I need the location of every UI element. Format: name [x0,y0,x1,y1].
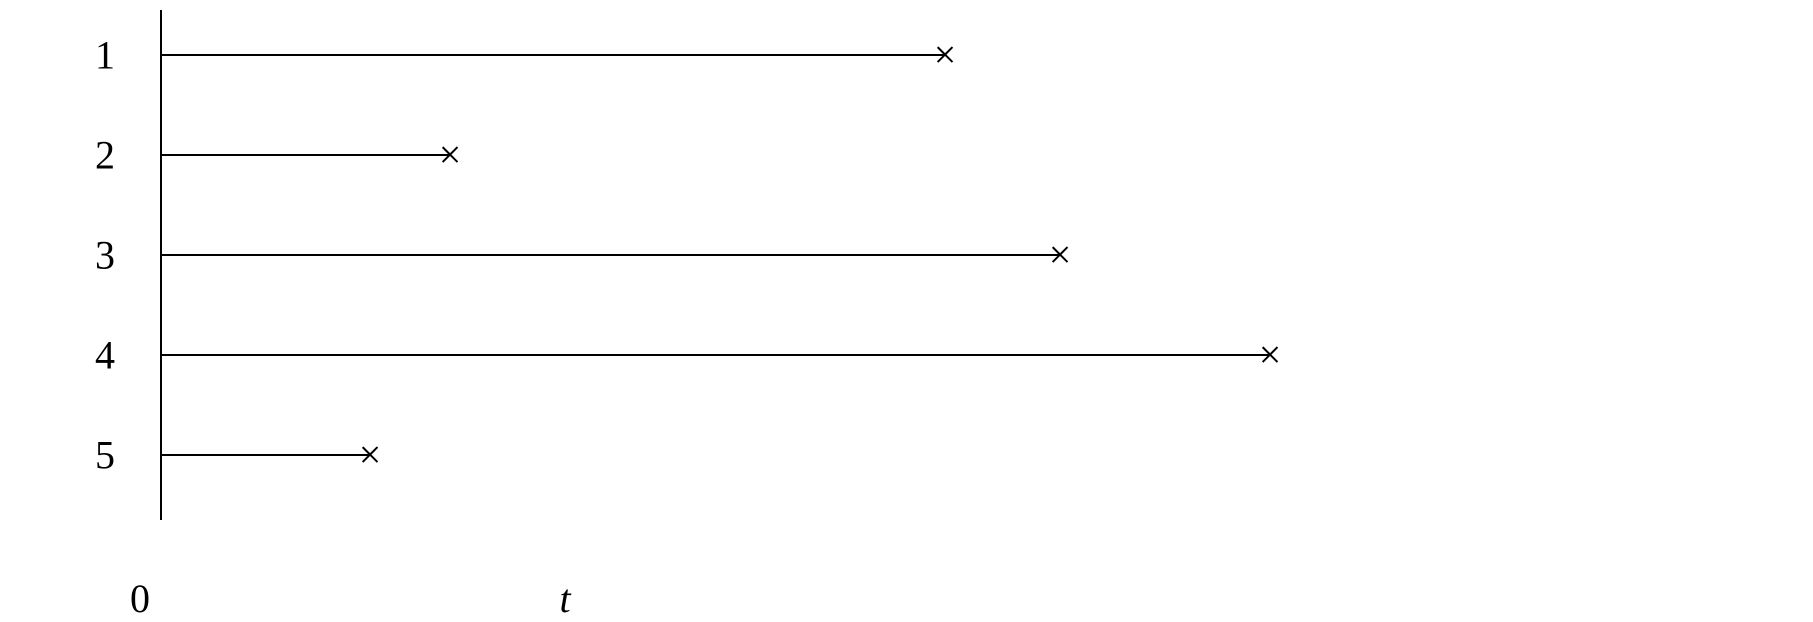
row-label-2: 2 [95,132,115,179]
row-marker-3: × [1049,235,1072,275]
row-label-1: 1 [95,32,115,79]
row-line-1 [160,54,945,56]
row-marker-5: × [359,435,382,475]
row-line-4 [160,354,1270,356]
row-line-2 [160,154,450,156]
x-axis-label: t [559,575,570,622]
row-label-3: 3 [95,232,115,279]
x-origin-label: 0 [130,575,150,622]
row-label-5: 5 [95,432,115,479]
row-marker-2: × [439,135,462,175]
timeline-chart: 1 2 3 4 5 × × × × × 0 t [0,0,1813,610]
row-line-3 [160,254,1060,256]
row-marker-1: × [934,35,957,75]
row-label-4: 4 [95,332,115,379]
row-marker-4: × [1259,335,1282,375]
y-axis-line [160,10,162,520]
row-line-5 [160,454,370,456]
